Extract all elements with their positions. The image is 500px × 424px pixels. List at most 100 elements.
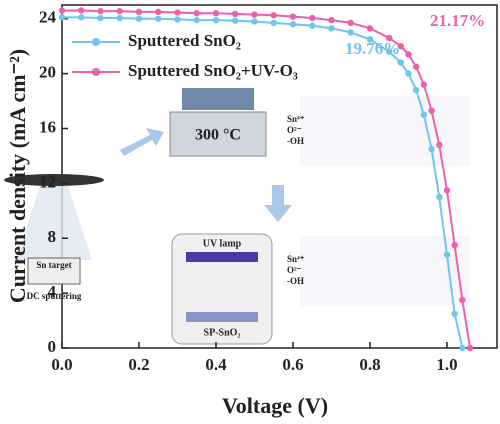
- marker: [174, 16, 181, 23]
- marker: [366, 25, 374, 32]
- marker: [116, 7, 123, 15]
- legend-marker: [92, 68, 100, 76]
- lattice: [300, 236, 470, 306]
- heater-label: 300 °C: [195, 127, 241, 144]
- marker: [309, 14, 316, 22]
- marker: [347, 29, 354, 36]
- ion-label: O²⁻: [287, 265, 302, 275]
- marker: [58, 14, 66, 21]
- marker: [328, 25, 335, 32]
- lamp-label: UV lamp: [203, 238, 242, 249]
- marker: [78, 14, 85, 21]
- marker: [443, 251, 451, 258]
- marker: [328, 16, 335, 24]
- ion-label: -OH: [287, 276, 304, 286]
- y-tick-label: 20: [39, 63, 56, 82]
- film: [186, 312, 258, 322]
- marker: [193, 16, 200, 24]
- marker: [289, 13, 297, 20]
- legend-label: Sputtered SnO₂: [128, 31, 241, 50]
- marker: [78, 7, 85, 14]
- marker: [451, 241, 458, 249]
- marker: [347, 19, 354, 27]
- ion-label: Sn⁴⁺: [287, 254, 305, 264]
- y-tick-label: 24: [39, 8, 57, 27]
- marker: [397, 42, 404, 50]
- marker: [97, 14, 104, 22]
- x-axis-label: Voltage (V): [222, 393, 328, 418]
- heater: [169, 111, 267, 157]
- marker: [459, 296, 466, 304]
- y-tick-label: 8: [48, 227, 57, 246]
- marker: [412, 86, 420, 94]
- marker: [58, 7, 66, 14]
- y-tick-label: 4: [48, 282, 57, 301]
- marker: [232, 17, 239, 24]
- marker: [212, 16, 220, 24]
- lattice: [300, 96, 470, 166]
- uv-lamp: [186, 252, 258, 262]
- sample: [182, 88, 254, 110]
- y-tick-label: 16: [39, 117, 56, 136]
- marker: [428, 145, 435, 153]
- x-tick-label: 1.0: [436, 355, 457, 374]
- marker: [309, 22, 316, 29]
- target: [27, 257, 81, 285]
- y-tick-label: 0: [48, 337, 57, 356]
- ion-label: Sn⁴⁺: [287, 114, 305, 124]
- y-axis-label: Current density (mA cm⁻²): [5, 49, 30, 303]
- marker: [466, 344, 474, 352]
- marker: [451, 310, 458, 317]
- arrow: [120, 128, 164, 156]
- marker: [405, 51, 412, 58]
- marker: [270, 12, 277, 19]
- marker: [270, 19, 277, 27]
- x-tick-label: 0.4: [205, 355, 227, 374]
- sputter-plate: [4, 174, 104, 186]
- marker: [251, 18, 258, 25]
- x-tick-label: 0.6: [282, 355, 303, 374]
- marker: [135, 8, 143, 16]
- sputter-label: DC sputtering: [27, 291, 82, 301]
- marker: [386, 34, 393, 42]
- series-line: [62, 9, 472, 349]
- marker: [116, 14, 123, 22]
- plasma: [16, 186, 92, 260]
- marker: [420, 81, 428, 88]
- target-label: Sn target: [36, 260, 71, 270]
- marker: [436, 141, 443, 149]
- marker: [459, 344, 466, 352]
- marker: [155, 8, 162, 16]
- legend-marker: [92, 38, 100, 46]
- marker: [412, 63, 420, 70]
- x-tick-label: 0.2: [128, 355, 149, 374]
- annotation: 21.17%: [430, 11, 485, 30]
- marker: [397, 59, 404, 66]
- marker: [428, 107, 435, 114]
- marker: [155, 15, 162, 22]
- marker: [289, 21, 297, 28]
- marker: [193, 10, 200, 17]
- annotation: 19.76%: [345, 39, 400, 58]
- film-label: SP-SnO₂: [204, 327, 241, 338]
- ion-label: O²⁻: [287, 125, 302, 135]
- marker: [212, 10, 220, 17]
- marker: [135, 15, 143, 22]
- marker: [97, 7, 104, 15]
- marker: [420, 111, 428, 118]
- marker: [251, 11, 258, 18]
- y-tick-label: 12: [39, 172, 56, 191]
- x-tick-label: 0.8: [359, 355, 380, 374]
- marker: [436, 193, 443, 201]
- x-tick-label: 0.0: [51, 355, 72, 374]
- legend-label: Sputtered SnO₂+UV-O₃: [128, 61, 298, 80]
- marker: [443, 187, 451, 194]
- marker: [405, 70, 412, 77]
- inset-illustration: Sn target DC sputtering 300 °C UV lamp S…: [4, 88, 470, 345]
- arrow: [264, 185, 292, 222]
- marker: [386, 48, 393, 55]
- ion-label: -OH: [287, 136, 304, 146]
- marker: [232, 10, 239, 18]
- marker: [174, 9, 181, 16]
